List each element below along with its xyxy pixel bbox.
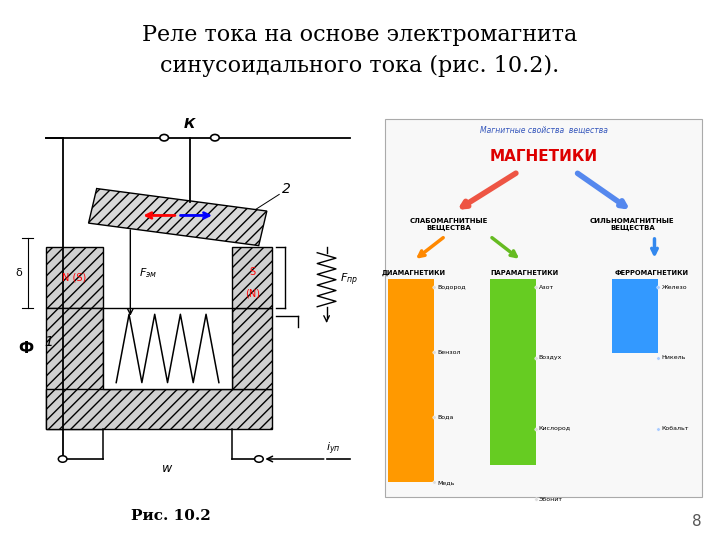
Polygon shape (612, 280, 657, 353)
Polygon shape (385, 119, 702, 497)
Text: S: S (249, 267, 255, 277)
Text: w: w (163, 462, 173, 475)
Text: 8: 8 (693, 514, 702, 529)
Text: Ф: Ф (18, 341, 33, 356)
Text: Кислород: Кислород (539, 426, 571, 431)
Polygon shape (46, 247, 103, 308)
Circle shape (160, 134, 168, 141)
Polygon shape (232, 308, 272, 389)
Text: Бензол: Бензол (438, 349, 461, 355)
Text: Магнитные свойства  вещества: Магнитные свойства вещества (480, 126, 608, 134)
Polygon shape (103, 308, 232, 389)
Circle shape (255, 456, 264, 462)
Circle shape (211, 134, 220, 141)
Polygon shape (388, 280, 434, 482)
Text: Железо: Железо (662, 285, 687, 289)
Text: СЛАБОМАГНИТНЫЕ
ВЕЩЕСТВА: СЛАБОМАГНИТНЫЕ ВЕЩЕСТВА (410, 218, 487, 231)
Text: Водород: Водород (438, 285, 466, 289)
Text: 2: 2 (282, 182, 290, 195)
Text: К: К (184, 117, 195, 131)
Text: Эбонит: Эбонит (539, 497, 563, 502)
Text: ФЕРРОМАГНЕТИКИ: ФЕРРОМАГНЕТИКИ (614, 270, 688, 276)
Text: МАГНЕТИКИ: МАГНЕТИКИ (490, 149, 598, 164)
Text: Никель: Никель (662, 355, 686, 360)
Text: N (S): N (S) (63, 273, 86, 282)
Text: δ: δ (15, 268, 22, 278)
Text: (N): (N) (245, 289, 260, 299)
Text: Кобальт: Кобальт (662, 426, 689, 431)
Text: Медь: Медь (438, 480, 455, 485)
Text: $F_{пр}$: $F_{пр}$ (340, 272, 358, 288)
Text: Азот: Азот (539, 285, 554, 289)
Circle shape (58, 456, 67, 462)
Text: 1: 1 (45, 335, 53, 349)
Text: Рис. 10.2: Рис. 10.2 (131, 509, 211, 523)
Polygon shape (89, 188, 267, 246)
Polygon shape (490, 280, 536, 464)
Polygon shape (46, 389, 272, 429)
Text: Вода: Вода (438, 415, 454, 420)
Polygon shape (232, 247, 272, 308)
Text: синусоидального тока (рис. 10.2).: синусоидального тока (рис. 10.2). (161, 55, 559, 77)
Text: ДИАМАГНЕТИКИ: ДИАМАГНЕТИКИ (382, 270, 446, 276)
Text: Реле тока на основе электромагнита: Реле тока на основе электромагнита (143, 24, 577, 46)
Text: $i_{уп}$: $i_{уп}$ (326, 441, 341, 457)
Text: $F_{эм}$: $F_{эм}$ (139, 266, 157, 280)
Text: СИЛЬНОМАГНИТНЫЕ
ВЕЩЕСТВА: СИЛЬНОМАГНИТНЫЕ ВЕЩЕСТВА (590, 218, 675, 231)
Text: ПАРАМАГНЕТИКИ: ПАРАМАГНЕТИКИ (490, 270, 559, 276)
Polygon shape (46, 308, 103, 429)
Text: Воздух: Воздух (539, 355, 562, 360)
